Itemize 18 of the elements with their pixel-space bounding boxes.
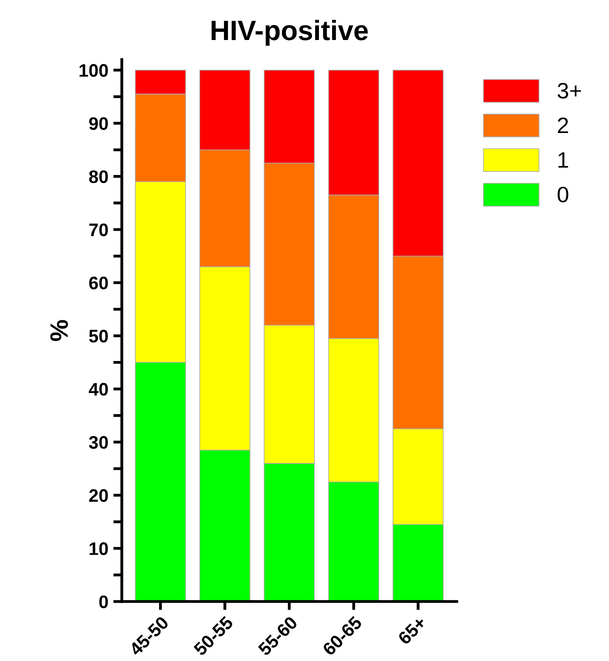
y-tick-label: 10	[90, 542, 108, 556]
legend-label: 3+	[558, 82, 582, 99]
legend-label: 2	[558, 117, 568, 133]
y-tick-label: 60	[89, 276, 108, 290]
legend-label: 1	[558, 152, 568, 168]
y-tick-label: 30	[88, 436, 108, 449]
y-tick-label: 0	[99, 595, 108, 608]
x-tick-label: 65+	[397, 616, 427, 646]
y-tick-label: 100	[80, 64, 108, 77]
legend-label: 0	[558, 186, 568, 202]
y-tick-label: 50	[89, 330, 108, 343]
y-tick-label: 20	[89, 489, 108, 502]
y-tick-label: 40	[88, 382, 108, 396]
chart-title: HIV-positive	[212, 20, 368, 46]
y-tick-label: 80	[89, 170, 108, 184]
y-tick-label: 70	[89, 223, 108, 236]
y-tick-label: 90	[89, 117, 108, 130]
y-axis-title: %	[50, 320, 68, 341]
